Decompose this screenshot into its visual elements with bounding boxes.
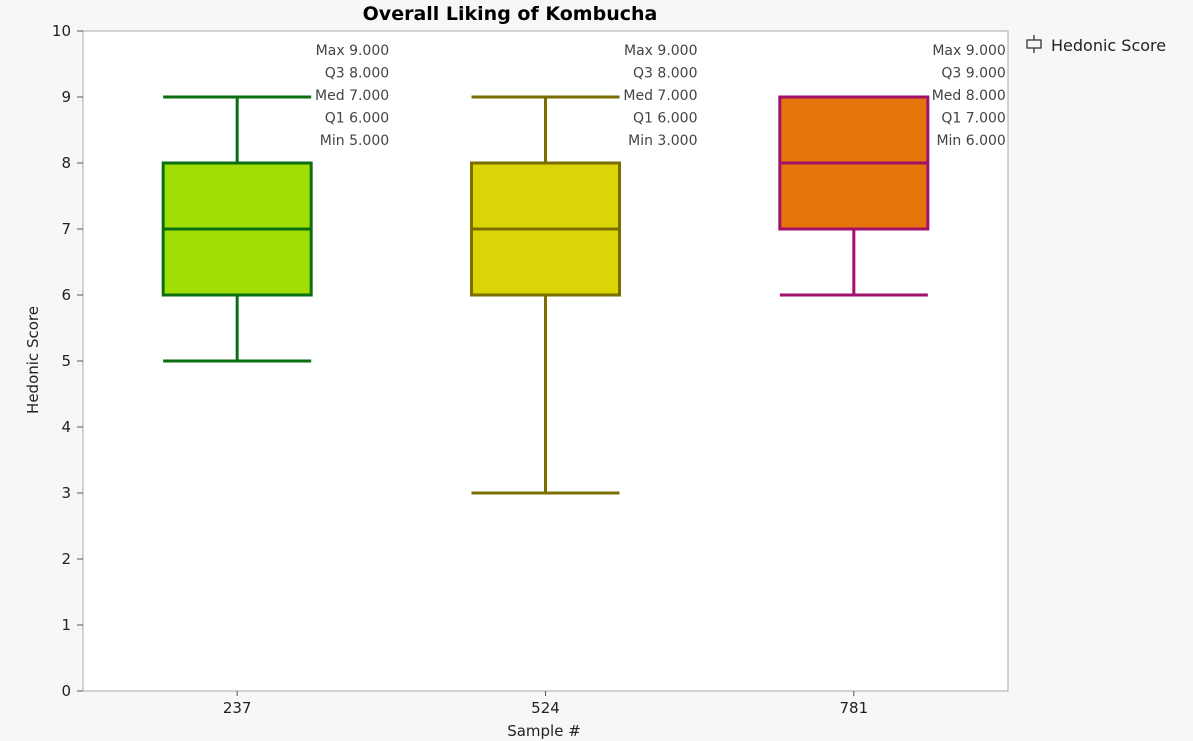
y-tick-label: 6	[61, 286, 71, 304]
stat-label-min: Min 5.000	[320, 133, 389, 149]
legend-box-icon	[1026, 35, 1042, 53]
x-axis: 237 524 781	[223, 691, 868, 717]
y-tick-label: 9	[61, 88, 71, 106]
stat-label-med: Med 8.000	[932, 88, 1006, 104]
stat-label-max: Max 9.000	[316, 43, 389, 59]
y-tick-label: 1	[61, 616, 71, 634]
y-tick-label: 7	[61, 220, 71, 238]
box-237: Max 9.000 Q3 8.000 Med 7.000 Q1 6.000 Min 5.…	[161, 43, 389, 363]
stat-label-min: Min 6.000	[936, 133, 1005, 149]
y-tick-label: 0	[61, 682, 71, 700]
stat-label-max: Max 9.000	[624, 43, 697, 59]
box-524: Max 9.000 Q3 8.000 Med 7.000 Q1 6.000 Min 3.…	[470, 43, 698, 495]
stat-label-med: Med 7.000	[623, 88, 697, 104]
x-tick-label: 237	[223, 699, 252, 717]
chart-title: Overall Liking of Kombucha	[363, 3, 658, 25]
y-tick-label: 8	[61, 154, 71, 172]
y-tick-label: 5	[61, 352, 71, 370]
x-axis-title: Sample #	[507, 722, 581, 740]
legend-label: Hedonic Score	[1051, 36, 1166, 55]
box-series: Max 9.000 Q3 8.000 Med 7.000 Q1 6.000 Min 5.…	[161, 43, 1006, 495]
y-tick-label: 3	[61, 484, 71, 502]
stat-label-q3: Q3 8.000	[633, 66, 697, 82]
stat-label-q1: Q1 7.000	[941, 111, 1005, 127]
stat-label-q3: Q3 8.000	[325, 66, 389, 82]
y-tick-label: 2	[61, 550, 71, 568]
stat-label-min: Min 3.000	[628, 133, 697, 149]
y-axis: 0 1 2 3 4 5 6 7 8 9 10	[52, 22, 83, 700]
stat-label-med: Med 7.000	[315, 88, 389, 104]
stat-label-q1: Q1 6.000	[633, 111, 697, 127]
y-axis-title: Hedonic Score	[24, 306, 42, 414]
x-tick-label: 781	[840, 699, 869, 717]
x-tick-label: 524	[531, 699, 560, 717]
stat-label-q1: Q1 6.000	[325, 111, 389, 127]
box-781: Max 9.000 Q3 9.000 Med 8.000 Q1 7.000 Min 6.…	[778, 43, 1006, 297]
stat-label-q3: Q3 9.000	[941, 66, 1005, 82]
y-tick-label: 10	[52, 22, 71, 40]
y-tick-label: 4	[61, 418, 71, 436]
stat-label-max: Max 9.000	[932, 43, 1005, 59]
legend: Hedonic Score	[1026, 35, 1166, 55]
